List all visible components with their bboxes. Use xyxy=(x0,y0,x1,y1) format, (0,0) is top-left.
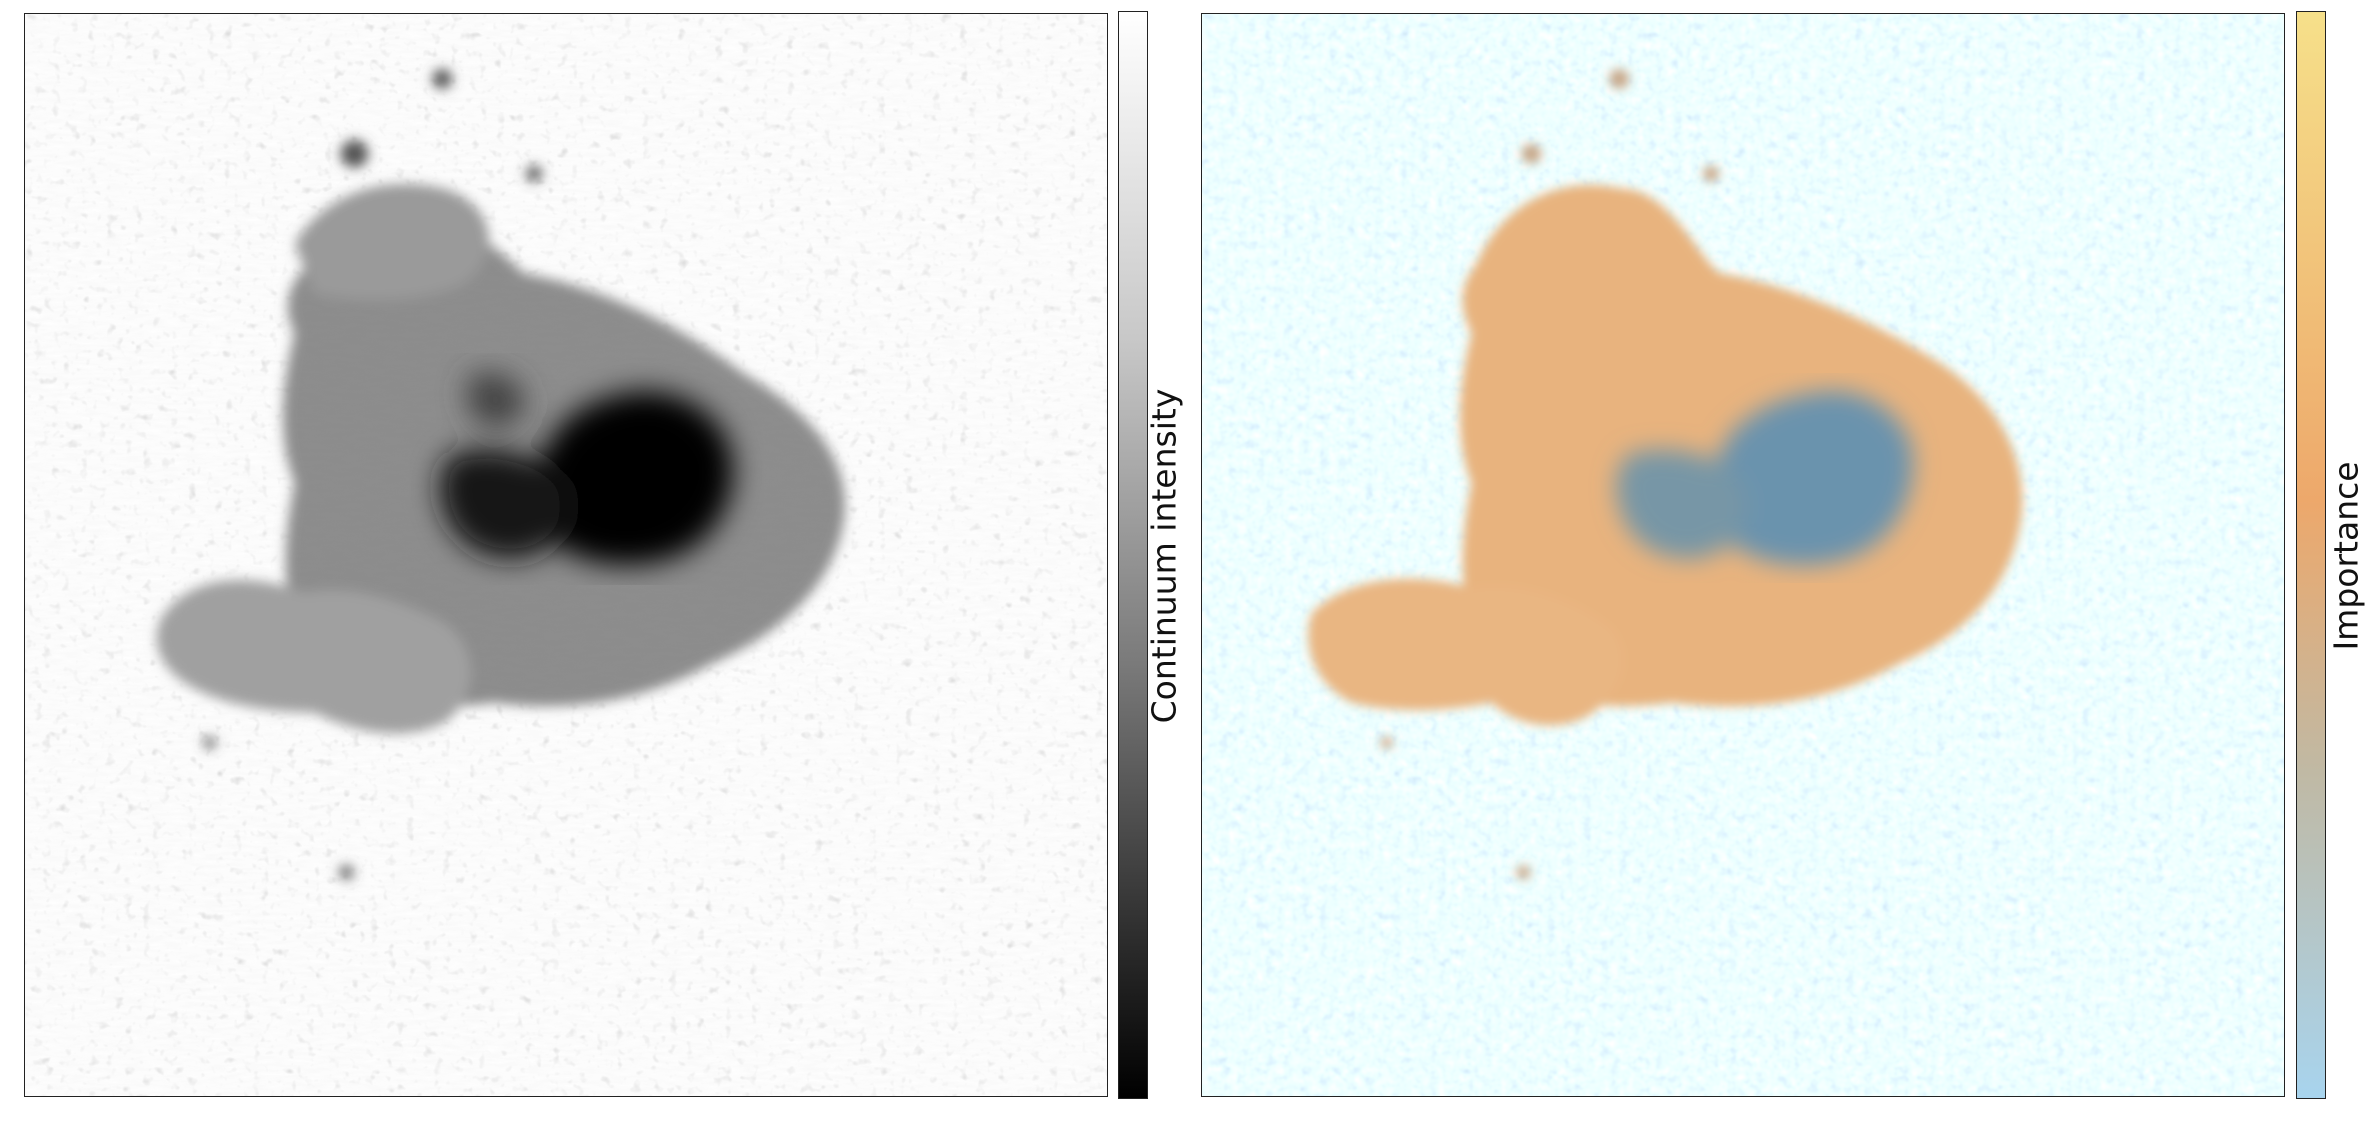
importance-colorbar xyxy=(2296,11,2326,1099)
importance-map-image xyxy=(1201,13,2285,1097)
continuum-intensity-label: Continuum intensity xyxy=(1144,388,1184,724)
umbra-importance xyxy=(1616,390,1914,566)
continuum-intensity-image xyxy=(24,13,1108,1097)
importance-label: Importance xyxy=(2326,461,2366,651)
umbra xyxy=(439,372,734,566)
pores xyxy=(203,68,543,880)
continuum-intensity-colorbar xyxy=(1118,11,1148,1099)
pores-importance xyxy=(1380,68,1720,880)
